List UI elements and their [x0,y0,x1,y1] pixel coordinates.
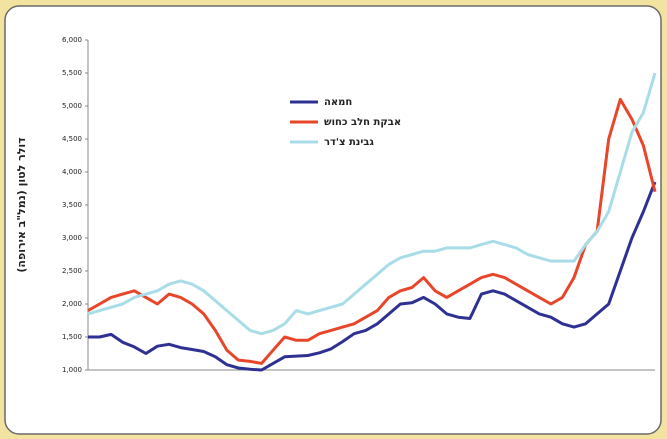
y-tick-label: 5,000 [62,102,82,110]
y-tick-label: 6,000 [62,36,82,44]
series-line [88,181,657,372]
y-tick-label: 3,500 [62,201,82,209]
y-tick-label: 1,500 [62,333,82,341]
y-tick-label: 4,000 [62,168,82,176]
legend-label: גבינת צ'דר [324,137,374,148]
y-axis-title: דולר לטון (נמל"ב אירופה) [15,137,28,272]
y-tick-label: 4,500 [62,135,82,143]
series-line [87,72,657,336]
frame [4,5,662,435]
series-line [87,97,657,365]
y-tick-label: 5,500 [62,69,82,77]
y-tick-label: 2,000 [62,300,82,308]
y-tick-label: 2,500 [62,267,82,275]
legend [282,88,432,160]
y-tick-label: 1,000 [62,366,82,374]
legend-label: חמאה [324,97,352,108]
legend-label: אבקת חלב כחוש [324,117,401,128]
y-tick-label: 3,000 [62,234,82,242]
